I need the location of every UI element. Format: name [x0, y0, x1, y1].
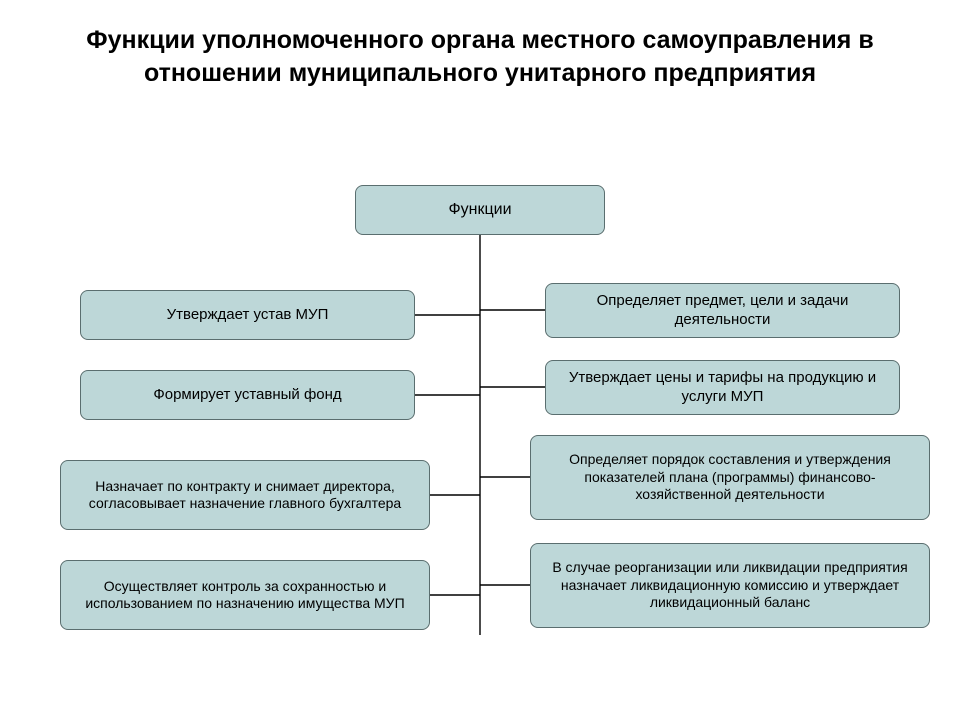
- right-node-3: Определяет порядок составления и утвержд…: [530, 435, 930, 520]
- page-title: Функции уполномоченного органа местного …: [50, 24, 910, 89]
- left-node-4: Осуществляет контроль за сохранностью и …: [60, 560, 430, 630]
- right-node-4: В случае реорганизации или ликвидации пр…: [530, 543, 930, 628]
- left-node-1: Утверждает устав МУП: [80, 290, 415, 340]
- org-diagram: Функции Утверждает устав МУП Формирует уст…: [0, 175, 960, 705]
- right-node-1: Определяет предмет, цели и задачи деятел…: [545, 283, 900, 338]
- root-node: Функции: [355, 185, 605, 235]
- right-node-2: Утверждает цены и тарифы на продукцию и …: [545, 360, 900, 415]
- left-node-3: Назначает по контракту и снимает директо…: [60, 460, 430, 530]
- left-node-2: Формирует уставный фонд: [80, 370, 415, 420]
